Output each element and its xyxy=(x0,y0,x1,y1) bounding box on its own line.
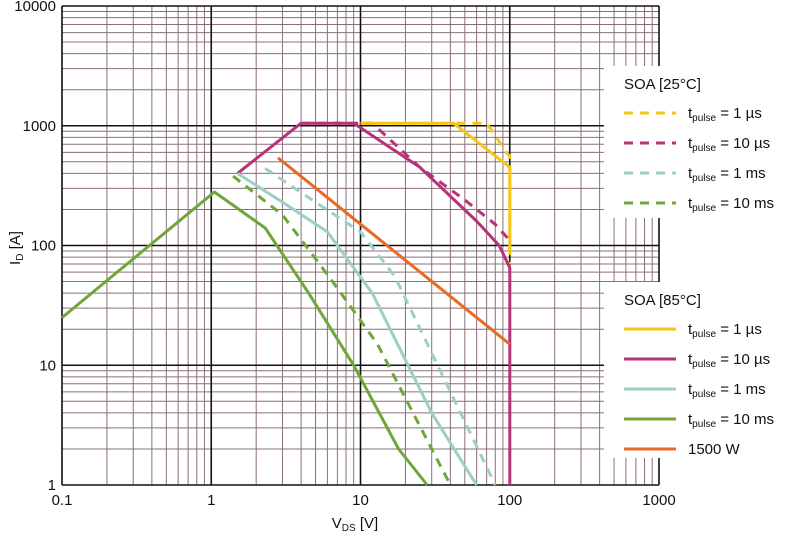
legend-entry-main: t xyxy=(688,351,693,368)
legend-entry-value: = 10 µs xyxy=(716,351,770,368)
y-tick-label: 10000 xyxy=(14,0,56,15)
legend-entry-value: = 1 µs xyxy=(716,321,762,338)
series-25c-t-1-s xyxy=(360,121,512,264)
legend-entry-sub: pulse xyxy=(692,173,716,184)
legend-entry-main: t xyxy=(688,165,693,182)
y-tick-label: 10 xyxy=(39,357,56,374)
legend-entry-value: = 1 ms xyxy=(716,165,766,182)
x-axis-label-main: V xyxy=(332,515,342,532)
legend-entry-label: tpulse = 1 ms xyxy=(688,165,766,184)
legend-title: SOA [25°C] xyxy=(624,76,701,93)
legend-entry-main: t xyxy=(688,195,693,212)
legend-entry-label: tpulse = 10 ms xyxy=(688,411,774,430)
y-axis-label-main: I xyxy=(7,261,24,265)
legend-entry-sub: pulse xyxy=(692,359,716,370)
x-tick-label: 100 xyxy=(497,492,522,509)
x-tick-label: 1000 xyxy=(642,492,675,509)
legend-box xyxy=(604,66,800,218)
legend-entry-main: t xyxy=(688,105,693,122)
legend-entry-sub: pulse xyxy=(692,113,716,124)
legend-entry-value: = 1 µs xyxy=(716,105,762,122)
legend-title: SOA [85°C] xyxy=(624,292,701,309)
series-85c-t-10-ms xyxy=(61,190,429,486)
legend-entry-main: t xyxy=(688,135,693,152)
legend-entry-label: 1500 W xyxy=(688,441,741,458)
series-layer xyxy=(61,121,512,486)
legend-entry-label: tpulse = 1 µs xyxy=(688,321,762,340)
legend-entry-value: = 1 ms xyxy=(716,381,766,398)
legend-entry-main: 1500 W xyxy=(688,441,741,458)
legend-entry-value: = 10 ms xyxy=(716,411,774,428)
x-tick-label: 0.1 xyxy=(52,492,73,509)
x-axis-label-sub: DS xyxy=(342,523,356,534)
legend-entry-sub: pulse xyxy=(692,419,716,430)
series-25c-t-1-ms xyxy=(264,167,497,486)
legend-entry-value: = 10 µs xyxy=(716,135,770,152)
legend-entry-sub: pulse xyxy=(692,203,716,214)
x-tick-label: 1 xyxy=(207,492,215,509)
legend-entry-sub: pulse xyxy=(692,143,716,154)
legend-entry-label: tpulse = 10 µs xyxy=(688,135,770,154)
series-85c-t-10-s xyxy=(236,121,512,485)
x-tick-label: 10 xyxy=(352,492,369,509)
legend-entry-main: t xyxy=(688,411,693,428)
x-axis-label-unit: [V] xyxy=(356,515,379,532)
legend-entry-main: t xyxy=(688,381,693,398)
legend-entry-label: tpulse = 10 µs xyxy=(688,351,770,370)
y-axis-label-sub: D xyxy=(15,254,26,261)
legend-entry-value: = 10 ms xyxy=(716,195,774,212)
series-85c-t-1-ms xyxy=(236,172,478,486)
y-tick-label: 1 xyxy=(48,477,56,494)
y-axis-label: ID [A] xyxy=(7,231,26,265)
series-85c-t-1-s xyxy=(360,121,512,251)
y-axis-label-unit: [A] xyxy=(7,231,24,254)
legend-entry-sub: pulse xyxy=(692,389,716,400)
series-25c-t-10-ms xyxy=(232,174,452,486)
y-tick-label: 1000 xyxy=(23,118,56,135)
legend-entry-main: t xyxy=(688,321,693,338)
legend-box xyxy=(604,282,800,458)
x-axis-label: VDS [V] xyxy=(332,515,378,534)
grid-lines xyxy=(61,5,660,486)
legend-entry-label: tpulse = 1 ms xyxy=(688,381,766,400)
legend-entry-label: tpulse = 1 µs xyxy=(688,105,762,124)
series-85c-1500-w xyxy=(277,156,511,346)
legend-entry-sub: pulse xyxy=(692,329,716,340)
legend-entry-label: tpulse = 10 ms xyxy=(688,195,774,214)
y-tick-label: 100 xyxy=(31,238,56,255)
series-25c-t-10-s xyxy=(301,121,511,242)
